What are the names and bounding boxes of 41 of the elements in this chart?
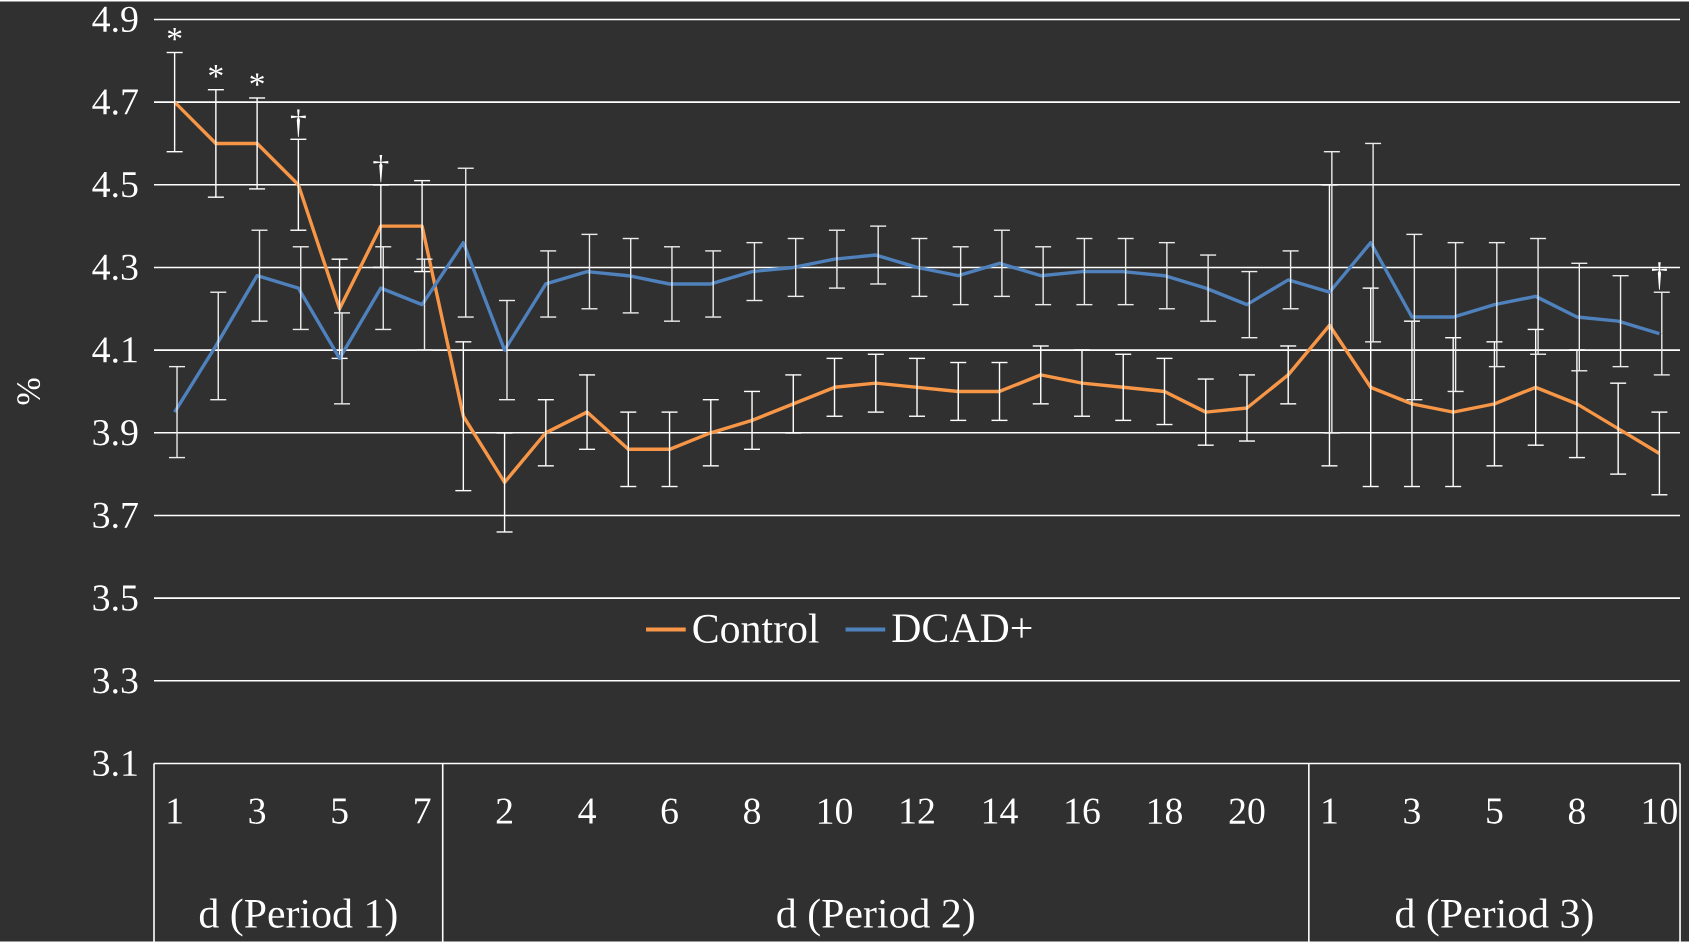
x-tick-label: 10 bbox=[818, 798, 852, 824]
y-tick-label: 4.7 bbox=[92, 89, 138, 115]
x-tick-label: 16 bbox=[1066, 798, 1100, 824]
x-tick-label: 8 bbox=[1568, 798, 1585, 824]
y-axis-title: % bbox=[17, 378, 41, 405]
x-tick-label: 4 bbox=[578, 798, 596, 824]
x-tick-label: 12 bbox=[901, 798, 934, 824]
text: d (Period 3) bbox=[1395, 898, 1593, 937]
y-tick-label: 3.3 bbox=[93, 667, 138, 694]
x-tick-label: 10 bbox=[1643, 798, 1677, 824]
y-tick-label: 3.5 bbox=[93, 585, 138, 611]
y-tick-label: 3.7 bbox=[93, 502, 138, 529]
x-tick-label: 5 bbox=[332, 798, 348, 824]
x-tick-label: 14 bbox=[983, 798, 1018, 824]
legend-label: Control bbox=[693, 613, 819, 643]
x-tick-label: 1 bbox=[1323, 798, 1337, 824]
x-tick-label: 3 bbox=[249, 798, 266, 824]
data-label: † bbox=[1651, 262, 1667, 290]
data-label: † bbox=[290, 109, 306, 137]
x-tick-label: 1 bbox=[168, 798, 182, 824]
text: d (Period 1) bbox=[199, 898, 397, 937]
x-tick-label: 6 bbox=[661, 798, 678, 824]
x-tick-label: 5 bbox=[1487, 798, 1503, 824]
x-tick-label: 2 bbox=[496, 798, 512, 824]
y-tick-label: 4.9 bbox=[92, 6, 138, 33]
legend-label: DCAD+ bbox=[892, 614, 1032, 643]
data-label: * bbox=[167, 27, 182, 41]
data-label: † bbox=[373, 154, 389, 183]
text: d (Period 2) bbox=[777, 898, 974, 937]
y-tick-label: 4.5 bbox=[92, 171, 138, 198]
y-tick-label: 4.1 bbox=[92, 337, 137, 363]
x-tick-label: 18 bbox=[1148, 798, 1182, 824]
x-tick-label: 20 bbox=[1229, 798, 1265, 824]
x-tick-label: 3 bbox=[1404, 798, 1420, 824]
y-tick-label: 3.9 bbox=[93, 419, 138, 446]
y-tick-label: 4.3 bbox=[92, 254, 138, 281]
x-tick-label: 8 bbox=[744, 798, 761, 824]
data-label: * bbox=[250, 73, 264, 86]
y-tick-label: 3.1 bbox=[93, 750, 137, 777]
x-tick-label: 7 bbox=[415, 798, 431, 824]
data-label: * bbox=[209, 64, 223, 78]
